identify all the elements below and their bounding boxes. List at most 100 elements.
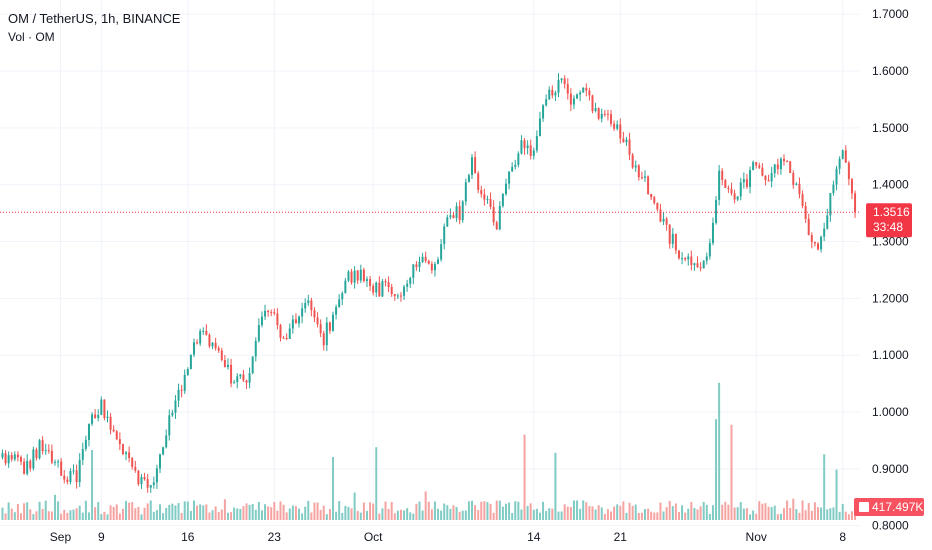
time-tick-label: Oct	[364, 530, 383, 544]
candle-body	[87, 423, 90, 440]
volume-bar	[613, 506, 616, 520]
candle-body	[783, 158, 786, 162]
volume-bar	[375, 447, 378, 520]
candle	[640, 171, 643, 180]
candle-body	[316, 317, 319, 325]
time-axis[interactable]: Sep 9 16 23 Oct 14 21 Nov 8	[50, 530, 847, 544]
candle-body	[20, 457, 23, 462]
volume-bar	[356, 511, 359, 520]
candle	[705, 252, 708, 265]
candle-body	[832, 184, 835, 194]
volume-bar	[826, 509, 829, 520]
candle	[356, 269, 359, 284]
volume-bar	[835, 469, 838, 520]
candle	[449, 208, 452, 220]
candle-body	[764, 175, 767, 181]
candle-body	[579, 92, 582, 95]
volume-bar	[344, 505, 347, 520]
candle	[430, 261, 433, 274]
candle	[770, 166, 773, 188]
candle	[202, 327, 205, 336]
candle-body	[610, 114, 613, 124]
candle-body	[437, 259, 440, 264]
volume-bar	[810, 510, 813, 520]
volume-bar	[807, 503, 810, 520]
candle-body	[335, 307, 338, 315]
candle	[78, 453, 81, 487]
volume-bar	[535, 508, 538, 520]
volume-bar	[168, 504, 171, 520]
candle	[409, 276, 412, 288]
candle	[745, 173, 748, 189]
candle	[761, 163, 764, 177]
volume-bar	[563, 504, 566, 520]
candle-body	[687, 256, 690, 260]
candle	[23, 458, 26, 475]
candle	[128, 446, 131, 463]
volume-bar	[236, 508, 239, 520]
volume-bar	[736, 507, 739, 520]
volume-bar	[387, 508, 390, 520]
volume-bar	[189, 510, 192, 520]
candle	[504, 178, 507, 196]
candle-body	[471, 157, 474, 176]
candle	[576, 93, 579, 100]
candle-body	[16, 454, 19, 458]
candle-body	[63, 475, 66, 480]
candle-body	[418, 261, 421, 268]
candle-body	[730, 188, 733, 194]
candle-body	[53, 461, 56, 463]
volume-bar	[214, 506, 217, 520]
candle-body	[776, 164, 779, 170]
volume-bar	[647, 508, 650, 520]
price-axis[interactable]: 1.7000 1.6000 1.5000 1.4000 1.3000 1.2000 1.10…	[854, 7, 924, 533]
volume-bar	[801, 500, 804, 520]
volume-bar	[152, 511, 155, 520]
candle	[239, 373, 242, 379]
volume-bar	[440, 510, 443, 520]
volume-bar	[847, 514, 850, 520]
volume-bar	[78, 505, 81, 520]
candle-body	[149, 485, 152, 488]
volume-bar	[585, 502, 588, 520]
candle	[353, 266, 356, 289]
candle-body	[134, 466, 137, 471]
candle-body	[613, 123, 616, 129]
candle	[835, 165, 838, 191]
volume-bar	[702, 501, 705, 520]
candle	[690, 250, 693, 271]
candle-body	[504, 183, 507, 194]
candle	[628, 132, 631, 161]
candle	[452, 212, 455, 219]
volume-bar	[693, 507, 696, 520]
volume-bar	[458, 511, 461, 520]
volume-bar	[634, 504, 637, 520]
candle-body	[616, 124, 619, 129]
candle	[267, 309, 270, 317]
candle	[192, 338, 195, 358]
candle-body	[162, 447, 165, 455]
candle	[684, 256, 687, 262]
candle-body	[313, 310, 316, 318]
candle	[653, 195, 656, 205]
volume-bar	[44, 500, 47, 520]
candle-body	[1, 453, 4, 458]
candle-body	[66, 479, 69, 482]
candle-body	[393, 294, 396, 297]
volume-bar	[406, 508, 409, 520]
candle-body	[690, 256, 693, 266]
candle	[767, 174, 770, 182]
volume-bar	[727, 504, 730, 520]
volume-bar	[486, 502, 489, 520]
volume-bar	[106, 514, 109, 520]
volume-bar	[480, 501, 483, 520]
candle	[844, 145, 847, 163]
candle-body	[770, 173, 773, 182]
candle-body	[325, 322, 328, 346]
volume-bar	[393, 513, 396, 520]
candle	[381, 278, 384, 298]
candle-body	[199, 330, 202, 344]
volume-bar	[341, 512, 344, 520]
candle-body	[841, 150, 844, 159]
